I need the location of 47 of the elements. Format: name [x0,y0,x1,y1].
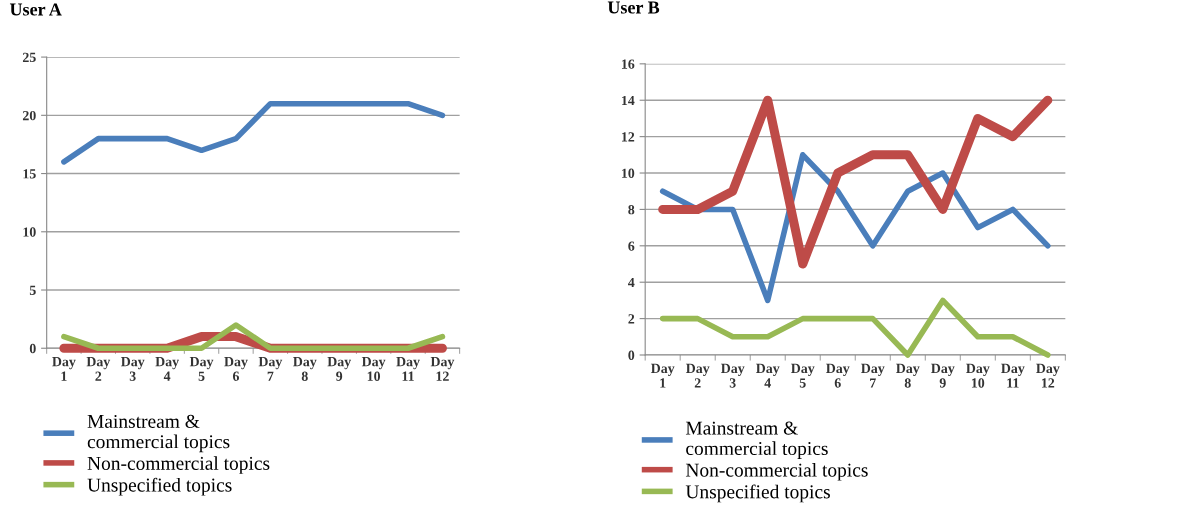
legend-label: Non-commercial topics [87,456,270,474]
y-tick-label: 10 [621,168,635,178]
x-tick-label: Day 1 [52,357,76,381]
x-tick-label: Day 11 [1001,363,1025,388]
x-tick-label: Day 12 [430,357,455,381]
x-tick-label: Day 2 [685,363,710,388]
y-tick-label: 5 [29,285,36,295]
legend-label: Unspecified topics [87,477,232,496]
x-tick-label: Day 2 [86,357,111,381]
x-tick-label: Day 5 [189,357,214,381]
legend-label: Mainstream & commercial topics [87,414,230,453]
x-tick-label: Day 11 [396,357,420,381]
legend-label: Unspecified topics [685,484,830,503]
y-tick-label: 15 [23,169,36,179]
x-tick-label: Day 10 [966,363,990,388]
legend-label: Mainstream & commercial topics [685,421,828,459]
x-tick-label: Day 9 [327,357,352,381]
x-tick-label: Day 9 [931,363,955,388]
x-tick-label: Day 3 [121,357,145,381]
x-tick-label: Day 4 [756,363,780,388]
x-tick-label: Day 1 [650,363,675,388]
legend-label: Non-commercial topics [685,462,868,481]
chart-title: User A [9,3,62,16]
y-tick-label: 4 [628,277,635,288]
y-tick-label: 25 [22,52,36,63]
x-tick-label: Day 4 [155,357,179,381]
x-tick-label: Day 5 [791,363,815,388]
chart-title: User B [607,1,660,14]
x-tick-label: Day 7 [258,357,283,381]
y-tick-label: 6 [628,241,635,251]
y-tick-label: 10 [23,227,36,237]
x-tick-label: Day 10 [361,357,386,381]
x-tick-label: Day 8 [896,363,920,388]
y-tick-label: 12 [621,132,635,142]
y-tick-label: 14 [621,95,635,106]
x-tick-label: Day 6 [826,363,850,388]
y-tick-label: 20 [22,110,36,121]
y-tick-label: 8 [628,205,635,215]
x-tick-label: Day 6 [224,357,248,381]
y-tick-label: 2 [628,314,635,324]
x-tick-label: Day 3 [721,363,745,388]
y-tick-label: 0 [29,343,36,354]
x-tick-label: Day 7 [861,363,885,388]
x-tick-label: Day 8 [293,357,317,381]
x-tick-label: Day 12 [1036,363,1060,388]
y-tick-label: 0 [628,350,635,360]
y-tick-label: 16 [621,59,635,69]
